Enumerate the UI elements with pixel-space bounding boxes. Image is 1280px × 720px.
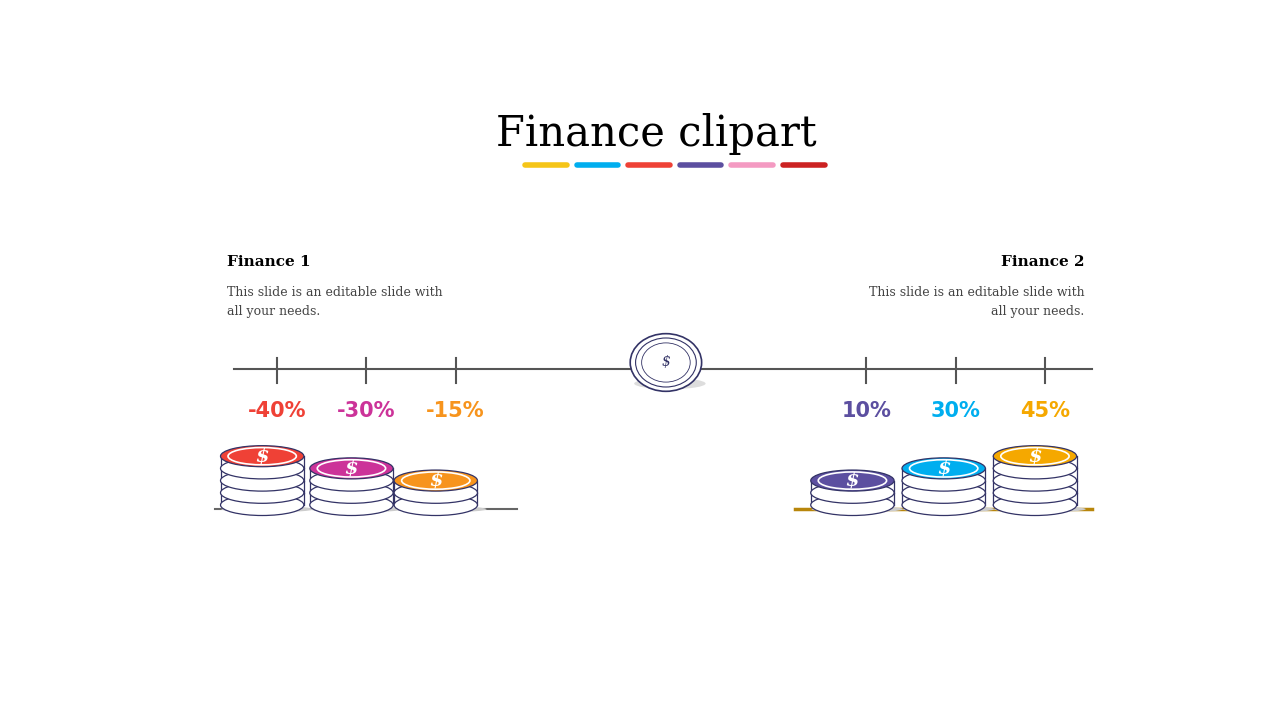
Text: This slide is an editable slide with
all your needs.: This slide is an editable slide with all… [228, 286, 443, 318]
Ellipse shape [902, 506, 995, 513]
Polygon shape [993, 492, 1076, 505]
Text: $: $ [429, 472, 443, 490]
Ellipse shape [993, 458, 1076, 479]
Polygon shape [810, 480, 895, 492]
Ellipse shape [812, 506, 904, 513]
Ellipse shape [1001, 448, 1069, 465]
Ellipse shape [228, 448, 297, 465]
Polygon shape [993, 469, 1076, 480]
Text: -15%: -15% [426, 401, 485, 420]
Text: $: $ [937, 459, 951, 477]
Text: 45%: 45% [1020, 401, 1070, 420]
Polygon shape [993, 480, 1076, 492]
Text: Finance 2: Finance 2 [1001, 256, 1084, 269]
Text: Finance clipart: Finance clipart [495, 112, 817, 155]
Text: 10%: 10% [841, 401, 891, 420]
Polygon shape [310, 469, 393, 480]
Ellipse shape [902, 482, 986, 503]
Ellipse shape [993, 482, 1076, 503]
Text: 30%: 30% [931, 401, 980, 420]
Ellipse shape [220, 482, 303, 503]
Ellipse shape [310, 495, 393, 516]
Polygon shape [220, 480, 303, 492]
Text: $: $ [846, 472, 859, 490]
Polygon shape [993, 456, 1076, 469]
Polygon shape [902, 480, 986, 492]
Ellipse shape [220, 446, 303, 467]
Ellipse shape [993, 470, 1076, 491]
Ellipse shape [810, 482, 893, 503]
Text: $: $ [344, 459, 358, 477]
Ellipse shape [220, 495, 303, 516]
Ellipse shape [636, 338, 696, 387]
Ellipse shape [641, 343, 690, 382]
Ellipse shape [220, 458, 303, 479]
Polygon shape [310, 492, 393, 505]
Ellipse shape [634, 378, 705, 389]
Polygon shape [810, 492, 895, 505]
Ellipse shape [810, 495, 893, 516]
Text: $: $ [1028, 447, 1042, 465]
Polygon shape [902, 492, 986, 505]
Text: -40%: -40% [248, 401, 306, 420]
Polygon shape [394, 492, 477, 505]
Ellipse shape [630, 333, 701, 392]
Ellipse shape [902, 470, 986, 491]
Text: -30%: -30% [337, 401, 396, 420]
Ellipse shape [818, 472, 887, 489]
Ellipse shape [993, 446, 1076, 467]
Ellipse shape [902, 458, 986, 479]
Ellipse shape [993, 495, 1076, 516]
Ellipse shape [910, 460, 978, 477]
Ellipse shape [394, 495, 477, 516]
Ellipse shape [394, 470, 477, 491]
Polygon shape [394, 480, 477, 492]
Text: $: $ [256, 447, 269, 465]
Text: $: $ [662, 356, 671, 369]
Ellipse shape [310, 458, 393, 479]
Polygon shape [220, 456, 303, 469]
Polygon shape [310, 480, 393, 492]
Ellipse shape [394, 482, 477, 503]
Ellipse shape [311, 506, 402, 513]
Ellipse shape [221, 506, 314, 513]
Polygon shape [902, 469, 986, 480]
Polygon shape [220, 469, 303, 480]
Text: Finance 1: Finance 1 [228, 256, 311, 269]
Ellipse shape [902, 495, 986, 516]
Ellipse shape [310, 482, 393, 503]
Ellipse shape [317, 460, 385, 477]
Ellipse shape [310, 470, 393, 491]
Polygon shape [220, 492, 303, 505]
Text: This slide is an editable slide with
all your needs.: This slide is an editable slide with all… [869, 286, 1084, 318]
Ellipse shape [810, 470, 893, 491]
Ellipse shape [220, 470, 303, 491]
Ellipse shape [402, 472, 470, 489]
Ellipse shape [396, 506, 486, 513]
Ellipse shape [995, 506, 1085, 513]
